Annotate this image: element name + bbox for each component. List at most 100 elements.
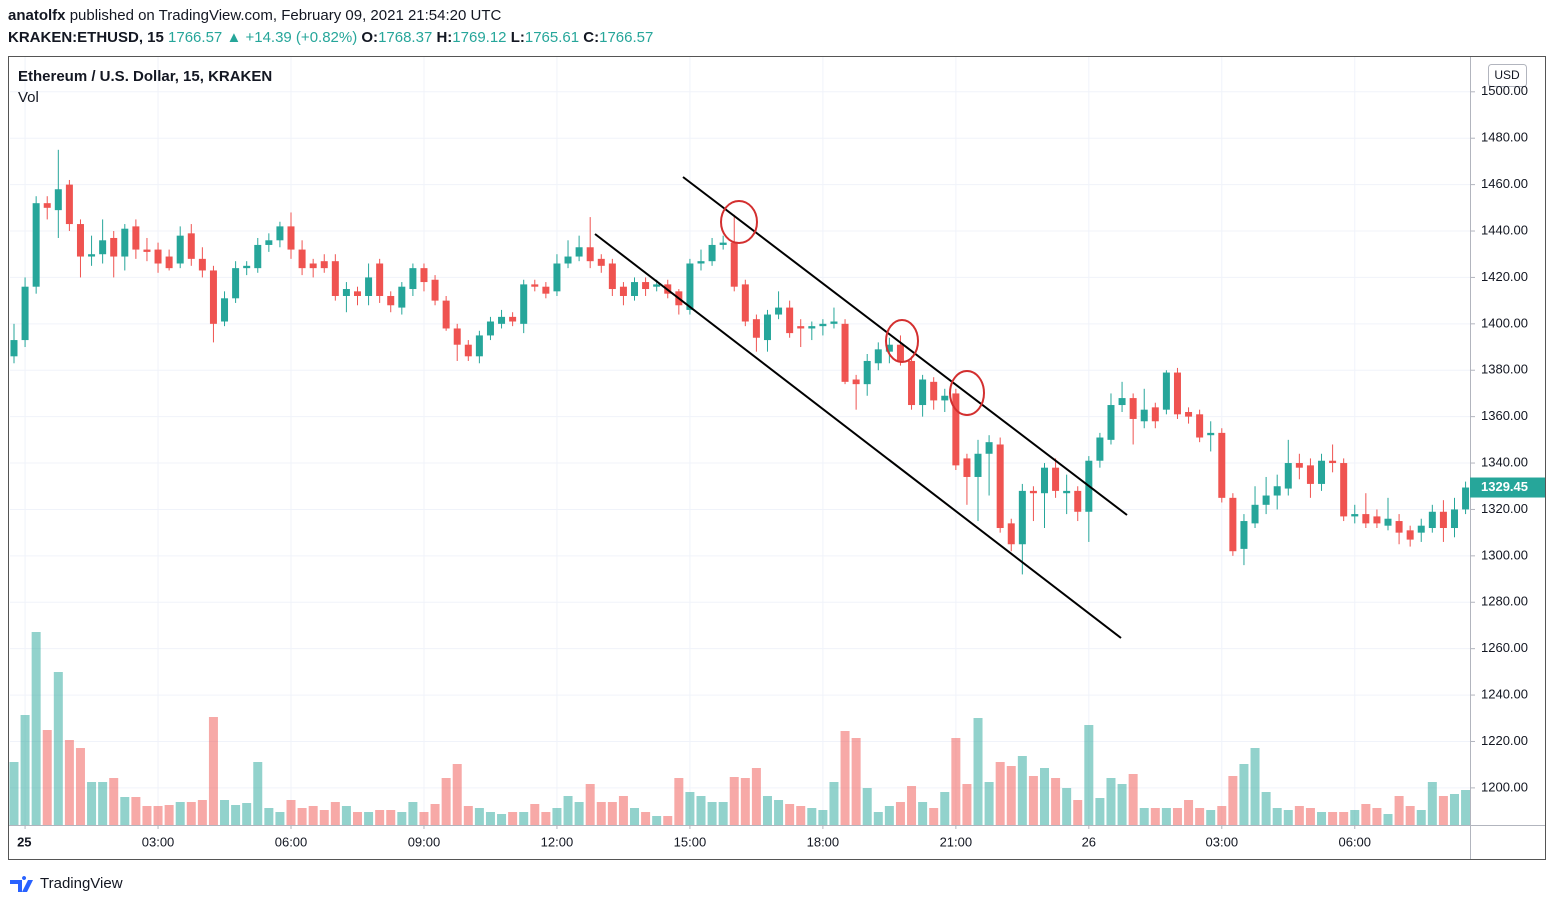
highlight-circle [885,319,919,363]
candle-body [464,344,472,357]
candle-body [442,300,450,329]
volume-bar [851,738,861,825]
y-tick-label: 1360.00 [1481,408,1528,423]
volume-bar [1051,778,1061,825]
volume-bar [652,816,662,825]
y-tick-label: 1340.00 [1481,454,1528,469]
candle-body [254,244,262,269]
volume-bar [452,764,462,825]
x-tick-label: 21:00 [940,834,973,849]
candle-body [132,226,140,250]
volume-bar [1250,748,1260,825]
volume-bar [430,804,440,825]
y-tick-label: 1220.00 [1481,733,1528,748]
volume-bar [1294,806,1304,825]
volume-bar [1405,806,1415,825]
candle-body [941,395,949,401]
volume-bar [862,788,872,825]
candle-body [1196,414,1204,438]
candle-body [453,328,461,345]
ohlc-label: L: [510,29,525,46]
volume-bar [818,810,828,825]
volume-bar [253,762,263,825]
y-tick-label: 1280.00 [1481,594,1528,609]
volume-bar [231,805,241,825]
candle-body [1173,372,1181,415]
candle-body [1439,511,1447,529]
ohlc-value: 1769.12 [452,29,507,46]
chart-frame [8,56,1546,860]
candle-body [642,282,650,290]
candle-body [1018,490,1026,545]
x-tick-label: 03:00 [142,834,175,849]
volume-bar [873,812,883,825]
volume-bar [718,802,728,825]
volume-bar [1372,808,1382,825]
candle-body [21,286,29,341]
candle-body [187,233,195,259]
volume-bar [519,812,529,825]
volume-bar [286,800,296,825]
volume-bar [1172,808,1182,825]
last-price: 1766.57 [168,29,223,46]
volume-bar [995,762,1005,825]
y-tick-label: 1380.00 [1481,362,1528,377]
candle-body [198,258,206,271]
candle-body [575,247,583,257]
ohlc-value: 1766.57 [599,29,654,46]
currency-box[interactable] [1488,64,1527,87]
candle-body [431,279,439,301]
candle-body [885,344,893,352]
currency[interactable]: USD [1494,68,1520,82]
x-tick-label: 12:00 [541,834,574,849]
candle-body [1417,525,1425,533]
candle-body [631,282,639,296]
volume-bar [1150,808,1160,825]
volume-bar [618,796,628,825]
volume-bar [1073,800,1083,825]
candle-body [309,263,317,269]
candle-body [963,458,971,477]
volume-bar [1006,766,1016,825]
volume-bar [20,715,30,825]
candle-body [874,349,882,364]
volume-bar [485,812,495,825]
volume-bar [87,782,97,825]
volume-bar [707,802,717,825]
candle-body [697,261,705,264]
volume-bar [563,796,573,825]
x-tick-label: 06:00 [275,834,308,849]
chart-title: Ethereum / U.S. Dollar, 15, KRAKEN [18,68,272,85]
candle-body [43,203,51,208]
candle-body [930,381,938,401]
x-tick-label: 06:00 [1338,834,1371,849]
candle-body [265,240,273,245]
candle-body [1373,516,1381,524]
candle-body [819,323,827,327]
volume-bar [918,802,928,825]
candle-body [1406,530,1414,540]
candle-body [1273,486,1281,496]
candle-body [808,326,816,329]
candle-body [919,379,927,406]
channel-line [682,176,1128,516]
volume-bar [186,802,196,825]
candle-body [1450,509,1458,529]
candle-body [509,316,517,322]
ohlc-label: C: [583,29,600,46]
candle-body [165,256,173,269]
candle-body [353,291,361,296]
volume-bar [1106,778,1116,825]
candle-body [1029,490,1037,494]
volume-bar [895,802,905,825]
x-tick-label: 15:00 [674,834,707,849]
candle-body [1240,521,1248,549]
volume-bar [120,797,130,825]
volume-bar [984,782,994,825]
candle-body [863,360,871,385]
volume-bar [1305,808,1315,825]
candle-body [486,321,494,336]
volume-bar [751,768,761,825]
candle-body [1074,490,1082,512]
candle-body [1428,511,1436,529]
